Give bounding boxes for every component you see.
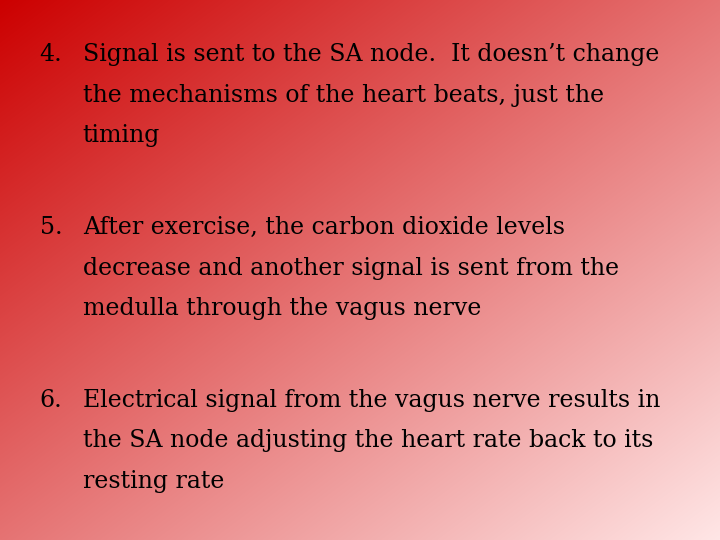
- Text: decrease and another signal is sent from the: decrease and another signal is sent from…: [83, 256, 619, 280]
- Text: resting rate: resting rate: [83, 470, 224, 493]
- Text: Signal is sent to the SA node.  It doesn’t change: Signal is sent to the SA node. It doesn’…: [83, 43, 660, 66]
- Text: timing: timing: [83, 124, 160, 147]
- Text: medulla through the vagus nerve: medulla through the vagus nerve: [83, 297, 481, 320]
- Text: the mechanisms of the heart beats, just the: the mechanisms of the heart beats, just …: [83, 84, 604, 107]
- Text: 6.: 6.: [40, 389, 63, 412]
- Text: the SA node adjusting the heart rate back to its: the SA node adjusting the heart rate bac…: [83, 429, 653, 453]
- Text: Electrical signal from the vagus nerve results in: Electrical signal from the vagus nerve r…: [83, 389, 660, 412]
- Text: After exercise, the carbon dioxide levels: After exercise, the carbon dioxide level…: [83, 216, 564, 239]
- Text: 5.: 5.: [40, 216, 62, 239]
- Text: 4.: 4.: [40, 43, 63, 66]
